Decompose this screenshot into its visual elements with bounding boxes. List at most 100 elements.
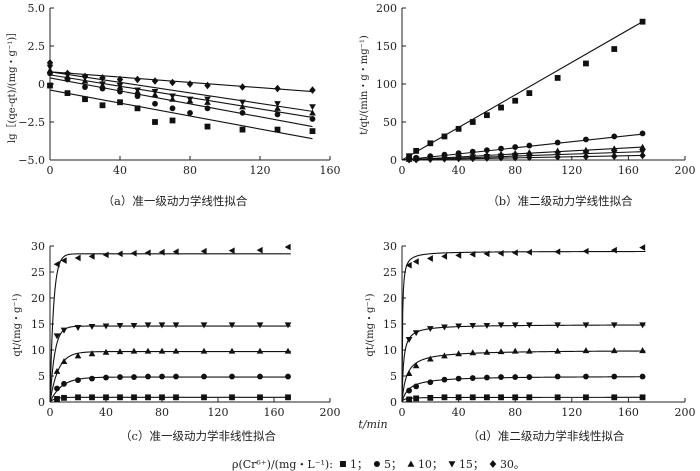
data-point-30 <box>74 254 81 262</box>
fit-line-1 <box>49 89 313 140</box>
fit-line-1 <box>401 21 643 161</box>
data-point-30 <box>151 77 159 85</box>
y-tick-label: 0 <box>390 396 397 409</box>
data-point-5 <box>145 373 151 380</box>
fit-line-5 <box>49 77 313 128</box>
data-point-15 <box>412 330 420 337</box>
panel-d: （d）准二级动力学非线性拟合 qt/(mg・g⁻¹) 0 40 80 120 160 20… <box>365 240 696 443</box>
data-point-30 <box>116 250 123 258</box>
data-point-1 <box>309 128 316 135</box>
data-point-5 <box>159 373 165 380</box>
x-tick-label: 200 <box>675 164 696 177</box>
data-point-5 <box>229 373 235 380</box>
y-tick-label: 5.0 <box>28 2 46 15</box>
panel-b: （b）准二级动力学线性拟合 t/qt/(min・g・mg⁻¹) 0 40 80 120… <box>359 2 696 208</box>
x-tick-label: 40 <box>113 164 127 177</box>
data-point-5 <box>611 373 618 380</box>
fit-curve-5 <box>401 376 646 403</box>
data-point-10 <box>116 348 124 355</box>
data-point-15 <box>134 87 141 94</box>
x-tick-label: 120 <box>250 164 271 177</box>
data-point-5 <box>82 84 88 90</box>
data-point-1 <box>484 394 490 401</box>
x-tick-label: 120 <box>561 164 582 177</box>
data-point-15 <box>497 322 505 329</box>
data-point-30 <box>455 252 462 259</box>
data-point-5 <box>455 375 462 382</box>
y-tick-label: 50 <box>383 116 397 129</box>
x-tick-label: 40 <box>452 164 466 177</box>
data-point-5 <box>498 374 504 380</box>
data-point-1 <box>427 394 434 401</box>
data-point-30 <box>200 247 207 255</box>
data-point-30 <box>284 243 291 251</box>
data-point-1 <box>103 394 109 401</box>
data-point-10 <box>102 348 110 355</box>
data-point-1 <box>498 394 504 401</box>
data-point-15 <box>158 322 166 329</box>
data-point-10 <box>412 362 420 369</box>
data-point-10 <box>74 352 82 359</box>
data-point-5 <box>526 374 533 380</box>
data-point-5 <box>131 374 137 380</box>
y-tick-label: 20 <box>31 292 45 305</box>
data-point-10 <box>256 347 264 354</box>
data-point-15 <box>426 326 434 333</box>
data-point-30 <box>483 154 491 162</box>
data-point-30 <box>469 250 476 258</box>
data-point-5 <box>526 142 533 149</box>
data-point-5 <box>117 374 123 380</box>
data-point-10 <box>200 347 208 354</box>
data-point-30 <box>204 81 211 90</box>
x-tick-label: 200 <box>320 406 341 419</box>
data-point-30 <box>53 260 60 268</box>
fit-curve-30 <box>401 250 646 403</box>
y-tick-label: 15 <box>31 318 45 331</box>
data-point-5 <box>639 130 646 137</box>
fit-curve-15 <box>49 325 291 403</box>
data-point-15 <box>169 93 176 100</box>
x-tick-label: 80 <box>183 164 197 177</box>
caption-c: （c）准一级动力学非线性拟合 <box>120 429 276 443</box>
data-point-10 <box>309 109 316 116</box>
data-point-1 <box>82 96 88 103</box>
data-point-5 <box>413 383 420 390</box>
data-point-30 <box>134 75 141 84</box>
data-point-30 <box>441 253 448 260</box>
data-point-30 <box>81 72 89 81</box>
data-point-10 <box>53 367 61 374</box>
data-point-30 <box>554 248 561 256</box>
data-point-15 <box>526 322 533 329</box>
data-point-15 <box>228 322 236 329</box>
data-point-30 <box>511 249 518 257</box>
y-tick-label: 30 <box>31 240 45 253</box>
data-point-30 <box>469 154 476 163</box>
data-point-1 <box>406 396 412 403</box>
data-point-30 <box>228 247 235 255</box>
data-point-15 <box>469 322 477 329</box>
data-point-15 <box>144 322 152 329</box>
x-tick-label: 80 <box>508 406 522 419</box>
data-point-5 <box>498 145 504 152</box>
data-point-1 <box>554 394 561 401</box>
data-point-5 <box>583 136 589 143</box>
fit-line-15 <box>49 71 313 112</box>
y-tick-label: 100 <box>376 78 397 91</box>
data-point-15 <box>102 323 110 330</box>
data-point-10 <box>426 355 434 362</box>
y-tick-label: 15 <box>383 318 397 331</box>
data-point-15 <box>554 322 561 329</box>
data-point-30 <box>256 246 263 254</box>
data-point-1 <box>441 133 448 140</box>
data-point-15 <box>511 322 519 329</box>
fit-curve-30 <box>49 253 291 403</box>
data-point-30 <box>554 153 561 161</box>
data-point-1 <box>89 394 95 401</box>
legend-item-3: 10； <box>407 458 443 471</box>
y-tick-label: 30 <box>383 240 397 253</box>
data-point-10 <box>526 347 533 354</box>
data-point-10 <box>483 348 491 355</box>
data-point-5 <box>257 373 263 380</box>
data-point-1 <box>54 395 60 402</box>
data-point-1 <box>639 18 646 25</box>
